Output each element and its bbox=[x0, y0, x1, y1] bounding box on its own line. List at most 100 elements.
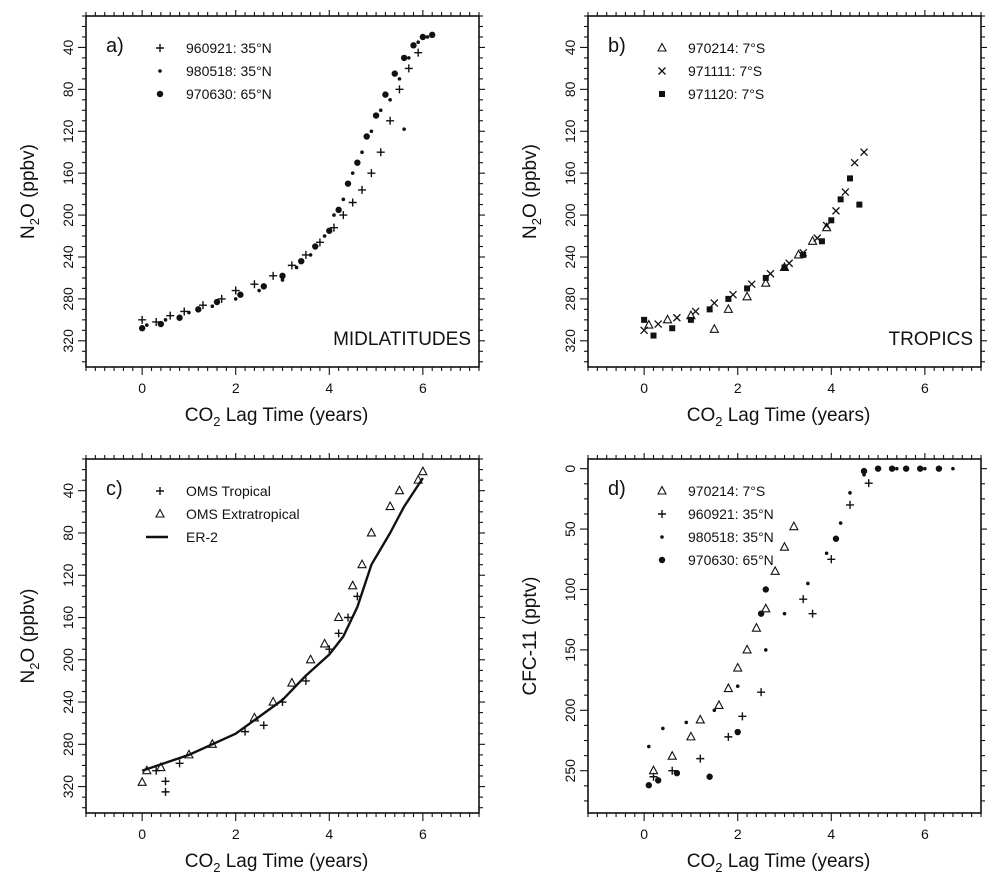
x-tick-label: 0 bbox=[640, 826, 648, 842]
data-point bbox=[363, 133, 370, 140]
data-point bbox=[402, 127, 406, 131]
data-point bbox=[213, 298, 221, 306]
data-point bbox=[195, 306, 202, 313]
data-point bbox=[332, 213, 336, 217]
data-point bbox=[888, 465, 896, 472]
legend-label: 980518: 35°N bbox=[688, 529, 774, 545]
data-point bbox=[138, 325, 146, 332]
legend-marker-icon bbox=[659, 91, 665, 97]
data-point bbox=[217, 294, 226, 303]
data-point bbox=[643, 319, 654, 329]
data-point bbox=[669, 325, 676, 332]
data-point bbox=[672, 313, 681, 322]
series-1 bbox=[640, 148, 868, 335]
legend-marker-icon bbox=[156, 90, 164, 98]
y-tick-label: 100 bbox=[562, 578, 578, 602]
data-point bbox=[647, 744, 651, 749]
data-point bbox=[391, 70, 398, 77]
y-tick-label: 280 bbox=[60, 287, 76, 311]
x-tick-label: 4 bbox=[827, 380, 835, 396]
data-point bbox=[714, 699, 724, 710]
data-point bbox=[301, 250, 310, 259]
panel-letter: a) bbox=[106, 35, 124, 57]
legend-label: 970630: 65°N bbox=[186, 86, 272, 102]
data-point bbox=[210, 304, 215, 309]
x-tick-label: 2 bbox=[232, 380, 240, 396]
y-tick-label: 160 bbox=[60, 606, 76, 630]
y-tick-label: 240 bbox=[562, 245, 578, 269]
panel-letter: c) bbox=[106, 478, 123, 500]
y-axis-title-rest: O (ppbv) bbox=[18, 589, 39, 663]
data-point bbox=[410, 42, 417, 49]
data-point bbox=[847, 175, 853, 182]
y-tick-label: 200 bbox=[562, 698, 578, 722]
data-point bbox=[326, 227, 333, 234]
data-point bbox=[333, 611, 344, 622]
data-point bbox=[751, 622, 762, 632]
data-point bbox=[407, 56, 411, 60]
data-point bbox=[706, 306, 713, 313]
x-tick-label: 2 bbox=[232, 826, 240, 842]
legend-marker-icon bbox=[658, 67, 666, 75]
y-tick-label: 40 bbox=[562, 39, 578, 55]
legend-marker-icon bbox=[657, 42, 667, 52]
y-axis-title: CFC-11 (pptv) bbox=[520, 577, 541, 696]
data-point bbox=[241, 727, 250, 736]
y-tick-label: 280 bbox=[562, 287, 578, 311]
data-point bbox=[166, 311, 175, 320]
legend: 970214: 7°S 960921: 35°N 980518: 35°N 97063… bbox=[657, 483, 774, 568]
data-point bbox=[382, 91, 389, 98]
data-point bbox=[260, 283, 267, 290]
x-tick-label: 0 bbox=[138, 380, 146, 396]
data-point bbox=[763, 648, 768, 652]
data-point bbox=[841, 188, 850, 196]
series-line bbox=[141, 477, 424, 772]
data-point bbox=[667, 750, 678, 760]
data-point bbox=[298, 257, 305, 265]
y-tick-label: 40 bbox=[60, 483, 76, 499]
x-tick-label: 4 bbox=[325, 380, 333, 396]
legend-label: 960921: 35°N bbox=[688, 506, 774, 522]
data-point bbox=[710, 299, 719, 308]
legend-label: 971111: 7°S bbox=[688, 63, 762, 79]
data-point bbox=[874, 465, 882, 472]
series-0 bbox=[152, 592, 362, 796]
data-point bbox=[684, 720, 689, 725]
data-point bbox=[738, 712, 747, 721]
x-tick-label: 4 bbox=[325, 826, 333, 842]
x-axis-title-rest: Lag Time (years) bbox=[722, 405, 870, 426]
data-point bbox=[175, 759, 184, 768]
y-axis-title: N2O (ppbv) bbox=[18, 589, 42, 684]
data-point bbox=[237, 291, 244, 298]
data-point bbox=[654, 777, 662, 784]
y-tick-label: 80 bbox=[60, 81, 76, 97]
data-point bbox=[734, 728, 741, 736]
data-point bbox=[358, 185, 367, 194]
data-point bbox=[341, 197, 346, 202]
x-axis-title-rest: Lag Time (years) bbox=[722, 851, 870, 872]
y-tick-label: 50 bbox=[562, 521, 578, 537]
data-point bbox=[350, 171, 355, 175]
series-2 bbox=[138, 31, 436, 332]
data-point bbox=[762, 586, 769, 593]
data-point bbox=[354, 159, 361, 166]
data-point bbox=[800, 251, 807, 258]
data-point bbox=[832, 206, 840, 215]
data-point bbox=[366, 527, 377, 537]
data-point bbox=[257, 288, 261, 293]
legend-marker-icon bbox=[660, 535, 664, 539]
data-point bbox=[662, 314, 673, 324]
data-point bbox=[319, 638, 330, 648]
x-axis-title-main: CO bbox=[185, 405, 214, 426]
data-point bbox=[425, 35, 430, 39]
data-point bbox=[315, 238, 324, 247]
data-point bbox=[145, 323, 149, 327]
data-point bbox=[706, 773, 713, 780]
y-tick-label: 200 bbox=[60, 203, 76, 227]
data-point bbox=[161, 777, 170, 786]
legend: 970214: 7°S 971111: 7°S 971120: 7°S bbox=[657, 40, 765, 102]
y-tick-label: 80 bbox=[562, 81, 578, 97]
legend-label: ER-2 bbox=[186, 529, 218, 545]
region-annotation: MIDLATITUDES bbox=[333, 329, 471, 350]
data-point bbox=[762, 274, 769, 281]
